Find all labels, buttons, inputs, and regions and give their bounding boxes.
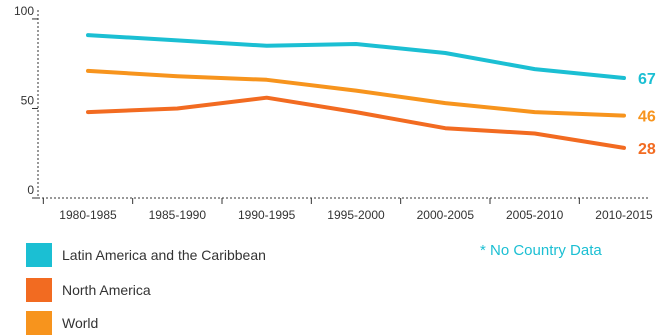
x-tick-label: 1980-1985: [59, 208, 117, 222]
x-tick-label: 1995-2000: [327, 208, 385, 222]
series-end-label-0: 67: [638, 71, 656, 88]
legend-swatch-world: [26, 311, 52, 335]
series-line-2: [86, 68, 626, 118]
x-tick-label: 1985-1990: [149, 208, 207, 222]
x-tick-label: 2010-2015: [595, 208, 653, 222]
legend-label-north-america: North America: [62, 282, 151, 298]
chart-labels: 0 50 100 1980-1985 1985-1990 1990-1995 1995-20…: [14, 4, 656, 222]
no-country-data-note: * No Country Data: [480, 242, 602, 259]
series-end-label-2: 46: [638, 109, 656, 126]
legend-item-world: World: [26, 311, 98, 335]
x-tick-label: 2005-2010: [506, 208, 564, 222]
y-tick-label: 100: [14, 4, 34, 18]
legend-item-latin-america: Latin America and the Caribbean: [26, 243, 266, 267]
legend-item-north-america: North America: [26, 278, 151, 302]
chart-axes: [32, 10, 648, 204]
legend-swatch-north-america: [26, 278, 52, 302]
legend-label-world: World: [62, 315, 99, 331]
series-line-0: [86, 33, 626, 80]
series-end-label-1: 28: [638, 141, 656, 158]
legend-swatch-latin-america: [26, 243, 52, 267]
x-tick-label: 2000-2005: [417, 208, 475, 222]
series-line-1: [86, 95, 626, 150]
y-tick-label: 0: [27, 183, 34, 197]
legend-label-latin-america: Latin America and the Caribbean: [62, 247, 266, 263]
x-tick-label: 1990-1995: [238, 208, 296, 222]
y-tick-label: 50: [21, 93, 35, 107]
line-chart: 0 50 100 1980-1985 1985-1990 1990-1995 1995-20…: [14, 4, 656, 222]
chart-series: [86, 33, 626, 150]
